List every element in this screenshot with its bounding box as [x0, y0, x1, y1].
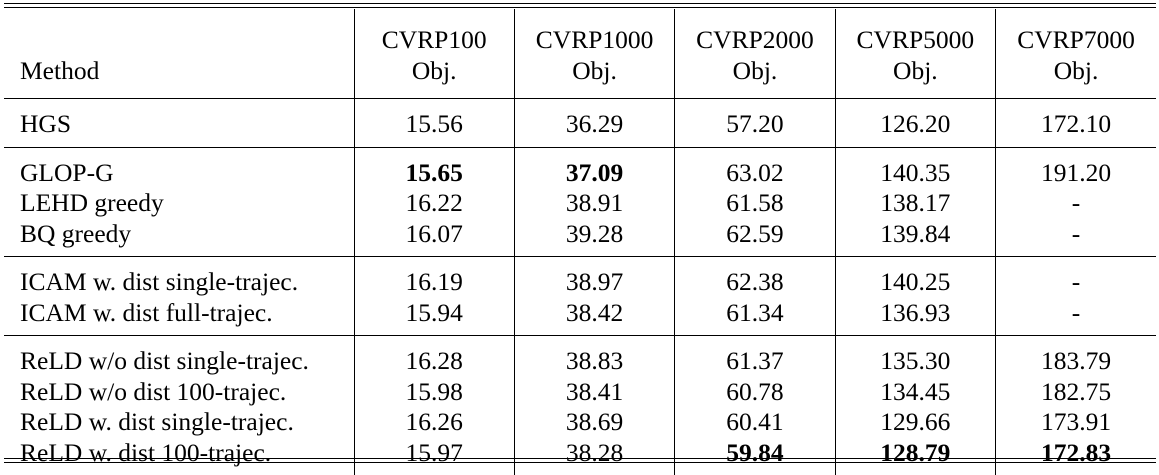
- column-sub: Obj.: [1054, 56, 1099, 85]
- column-sub: Obj.: [893, 56, 938, 85]
- value-cell: 63.02: [675, 147, 835, 188]
- value-cell: 172.83: [996, 438, 1156, 475]
- column-sub: Obj.: [412, 56, 457, 85]
- value-cell: 62.38: [675, 257, 835, 298]
- top-rule-outer: [4, 3, 1156, 4]
- method-cell: BQ greedy: [4, 219, 354, 257]
- value-cell: 15.94: [354, 298, 514, 336]
- column-name: CVRP7000: [1017, 25, 1135, 54]
- value-cell: 60.78: [675, 377, 835, 408]
- value-cell: 138.17: [835, 188, 995, 219]
- value-cell: 136.93: [835, 298, 995, 336]
- column-sub: Obj.: [572, 56, 617, 85]
- value-cell: 15.65: [354, 147, 514, 188]
- value-cell: -: [996, 188, 1156, 219]
- value-cell: 15.98: [354, 377, 514, 408]
- column-name: CVRP100: [382, 25, 487, 54]
- method-cell: ReLD w/o dist single-trajec.: [4, 336, 354, 377]
- method-cell: ReLD w. dist 100-trajec.: [4, 438, 354, 475]
- value-cell: 62.59: [675, 219, 835, 257]
- value-cell: 191.20: [996, 147, 1156, 188]
- column-name: CVRP1000: [536, 25, 654, 54]
- bottom-rule-outer: [4, 462, 1156, 463]
- value-cell: 38.28: [514, 438, 674, 475]
- column-name: CVRP5000: [857, 25, 975, 54]
- column-sub: Obj.: [733, 56, 778, 85]
- value-cell: 173.91: [996, 407, 1156, 438]
- value-cell: 16.22: [354, 188, 514, 219]
- value-cell: 16.07: [354, 219, 514, 257]
- value-cell: 61.34: [675, 298, 835, 336]
- value-cell: 183.79: [996, 336, 1156, 377]
- method-cell: ReLD w/o dist 100-trajec.: [4, 377, 354, 408]
- method-cell: HGS: [4, 99, 354, 148]
- value-cell: 38.83: [514, 336, 674, 377]
- value-cell: 140.35: [835, 147, 995, 188]
- value-cell: 172.10: [996, 99, 1156, 148]
- value-cell: 182.75: [996, 377, 1156, 408]
- method-header: Method: [4, 9, 354, 99]
- value-cell: 57.20: [675, 99, 835, 148]
- value-cell: 134.45: [835, 377, 995, 408]
- method-cell: ReLD w. dist single-trajec.: [4, 407, 354, 438]
- value-cell: 140.25: [835, 257, 995, 298]
- value-cell: 16.19: [354, 257, 514, 298]
- value-cell: 38.41: [514, 377, 674, 408]
- value-cell: 38.69: [514, 407, 674, 438]
- value-cell: 126.20: [835, 99, 995, 148]
- top-rule-inner: [4, 7, 1156, 8]
- value-cell: 16.26: [354, 407, 514, 438]
- method-cell: ICAM w. dist single-trajec.: [4, 257, 354, 298]
- value-cell: 135.30: [835, 336, 995, 377]
- value-cell: 15.97: [354, 438, 514, 475]
- value-cell: 38.42: [514, 298, 674, 336]
- value-cell: -: [996, 298, 1156, 336]
- value-cell: 59.84: [675, 438, 835, 475]
- value-cell: 61.37: [675, 336, 835, 377]
- column-name: CVRP2000: [696, 25, 814, 54]
- bottom-rule-inner: [4, 458, 1156, 459]
- value-cell: 38.97: [514, 257, 674, 298]
- value-cell: 129.66: [835, 407, 995, 438]
- value-cell: 37.09: [514, 147, 674, 188]
- value-cell: 128.79: [835, 438, 995, 475]
- value-cell: 139.84: [835, 219, 995, 257]
- value-cell: 60.41: [675, 407, 835, 438]
- value-cell: 16.28: [354, 336, 514, 377]
- method-cell: LEHD greedy: [4, 188, 354, 219]
- value-cell: 38.91: [514, 188, 674, 219]
- value-cell: 61.58: [675, 188, 835, 219]
- method-cell: ICAM w. dist full-trajec.: [4, 298, 354, 336]
- method-cell: GLOP-G: [4, 147, 354, 188]
- value-cell: 36.29: [514, 99, 674, 148]
- value-cell: 15.56: [354, 99, 514, 148]
- value-cell: -: [996, 219, 1156, 257]
- value-cell: 39.28: [514, 219, 674, 257]
- value-cell: -: [996, 257, 1156, 298]
